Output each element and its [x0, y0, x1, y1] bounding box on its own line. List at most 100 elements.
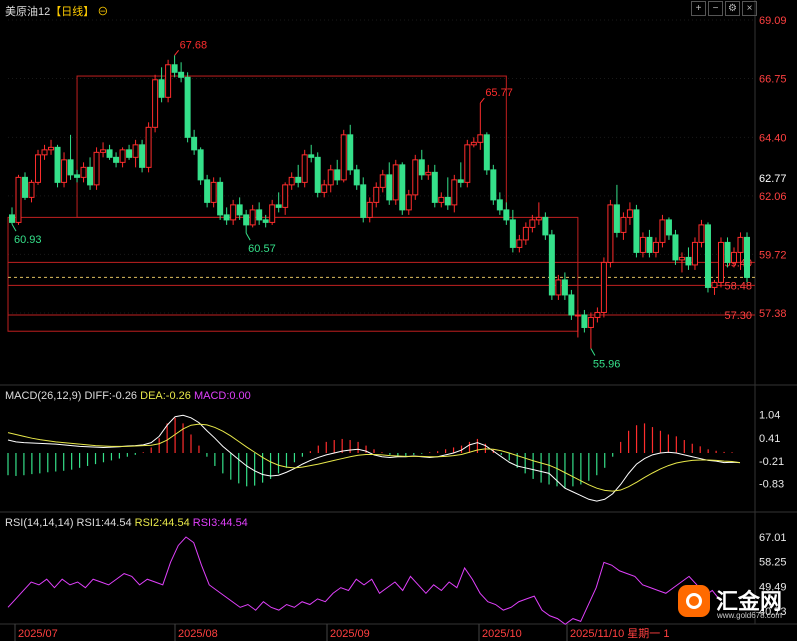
candle-body	[347, 134, 354, 171]
candle-body	[295, 176, 302, 183]
price-tick-label: 66.75	[759, 74, 787, 86]
candle-body	[171, 64, 178, 73]
rsi-tick-label: 67.01	[759, 532, 787, 544]
macd-dea-line	[7, 423, 741, 492]
gold678-logo-icon	[678, 585, 710, 617]
candle-body	[256, 209, 263, 221]
zoom-in-button[interactable]: +	[691, 1, 706, 16]
macd-diff-line	[7, 414, 741, 502]
candle-body	[652, 241, 659, 253]
candle-body	[217, 181, 224, 216]
macd-tick-label: 0.41	[759, 433, 780, 445]
macd-tick-label: -0.83	[759, 479, 784, 491]
candle-body	[360, 184, 367, 218]
candle-body	[737, 236, 744, 253]
candle-body	[724, 241, 731, 263]
candle-body	[483, 134, 490, 171]
candle-body	[431, 171, 438, 203]
candle-body	[230, 204, 237, 221]
candle-body	[165, 64, 172, 98]
candle-body	[626, 209, 633, 218]
period-label: 【日线】	[50, 6, 95, 18]
candle-body	[451, 179, 458, 206]
candle-body	[535, 216, 542, 221]
candle-body	[113, 156, 120, 163]
candle-body	[490, 169, 497, 201]
candle-body	[184, 76, 191, 138]
candle-body	[340, 134, 347, 181]
zoom-out-button[interactable]: −	[708, 1, 723, 16]
candle-body	[28, 181, 35, 198]
candle-body	[145, 126, 152, 168]
symbol-name: 美原油12	[5, 6, 51, 18]
macd-header: MACD(26,12,9) DIFF:-0.26 DEA:-0.26 MACD:…	[5, 390, 251, 402]
current-price-label: 62.77	[759, 173, 787, 185]
candle-body	[418, 159, 425, 176]
candle-body	[646, 236, 653, 253]
candle-body	[353, 169, 360, 186]
candle-body	[74, 174, 81, 178]
candle-body	[191, 136, 198, 151]
candle-body	[379, 174, 386, 188]
low-annotation: 60.93	[14, 234, 42, 246]
candle-body	[457, 179, 464, 183]
annotation-pointer	[11, 223, 17, 232]
price-tick-label: 59.72	[759, 249, 787, 261]
candle-body	[581, 314, 588, 328]
candle-body	[587, 316, 594, 328]
candle-body	[665, 219, 672, 236]
annotation-pointer	[245, 232, 251, 241]
rsi-tick-label: 49.49	[759, 581, 787, 593]
candle-body	[659, 219, 666, 243]
candle-body	[744, 236, 750, 278]
price-tick-label: 69.09	[759, 15, 787, 27]
candle-body	[607, 204, 614, 263]
macd-tick-label: 1.04	[759, 409, 780, 421]
watermark-domain: www.gold678.com	[717, 611, 782, 620]
price-tick-label: 57.38	[759, 308, 787, 320]
candle-body	[334, 169, 341, 181]
candle-body	[542, 216, 549, 236]
candle-body	[308, 154, 315, 158]
rsi-tick-label: 58.25	[759, 557, 787, 569]
price-tick-label: 64.40	[759, 132, 787, 144]
candle-body	[698, 224, 705, 243]
settings-button[interactable]: ⚙	[725, 1, 740, 16]
close-button[interactable]: ×	[742, 1, 757, 16]
range-box	[7, 216, 579, 332]
annotation-pointer	[590, 348, 596, 356]
candle-body	[327, 169, 334, 186]
candle-body	[516, 239, 523, 248]
rsi-params: RSI(14,14,14)	[5, 517, 74, 529]
candle-body	[80, 166, 87, 178]
candle-body	[262, 219, 269, 223]
candle-body	[204, 179, 211, 203]
candle-body	[509, 219, 516, 248]
candle-body	[425, 171, 432, 176]
candle-body	[61, 159, 68, 183]
rsi-tick-label: 40.73	[759, 606, 787, 618]
crosshair-icon[interactable]: ⊖	[97, 6, 109, 18]
candle-body	[139, 144, 146, 168]
candle-body	[314, 156, 321, 193]
candle-body	[282, 184, 289, 208]
candle-body	[555, 279, 562, 296]
candle-body	[477, 134, 484, 143]
high-annotation: 65.77	[485, 87, 513, 99]
candle-body	[366, 201, 373, 218]
candle-body	[87, 166, 94, 186]
macd-diff-value: DIFF:-0.26	[84, 390, 138, 402]
symbol-title: 美原油12【日线】 ⊖	[5, 3, 108, 19]
rsi-header: RSI(14,14,14) RSI1:44.54 RSI2:44.54 RSI3…	[5, 517, 248, 529]
candle-body	[223, 214, 230, 221]
x-axis-label: 2025/10	[482, 628, 522, 640]
candle-body	[438, 196, 445, 203]
candle-body	[178, 71, 185, 78]
candle-body	[119, 149, 126, 163]
candle-body	[269, 204, 276, 223]
candle-body	[399, 164, 406, 211]
candle-body	[685, 256, 692, 266]
current-price-tag	[757, 170, 797, 186]
